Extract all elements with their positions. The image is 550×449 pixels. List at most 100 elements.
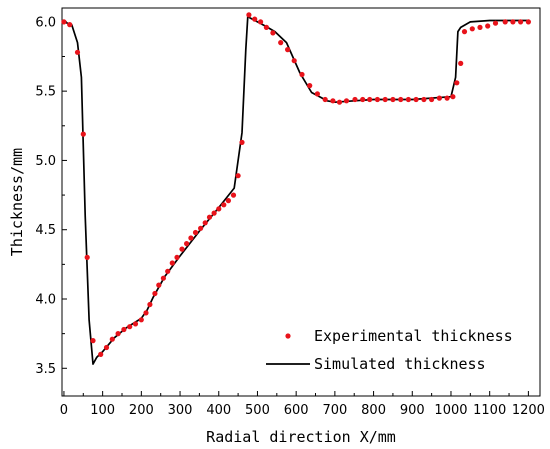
- experimental-point: [246, 12, 252, 18]
- simulated-thickness-line: [63, 15, 529, 365]
- experimental-point: [436, 95, 442, 101]
- y-axis: 3.5 4.0 4.5 5.0 5.5 6.0: [35, 15, 67, 377]
- experimental-point: [458, 60, 464, 66]
- experimental-point: [61, 19, 67, 25]
- x-tick-label: 1000: [434, 403, 467, 418]
- experimental-point: [291, 58, 297, 64]
- experimental-point: [198, 225, 204, 231]
- experimental-point: [518, 19, 524, 25]
- y-tick-label: 6.0: [35, 15, 56, 30]
- experimental-point: [67, 22, 73, 28]
- experimental-point: [174, 254, 180, 260]
- experimental-point: [165, 268, 171, 274]
- experimental-point: [115, 331, 121, 337]
- experimental-point: [184, 241, 190, 247]
- experimental-point: [103, 344, 110, 351]
- x-tick-label: 600: [284, 403, 309, 418]
- experimental-point: [211, 210, 217, 216]
- experimental-point: [492, 20, 499, 26]
- experimental-point: [80, 131, 86, 137]
- x-tick-label: 1200: [512, 403, 545, 418]
- experimental-point: [109, 336, 115, 342]
- x-tick-label: 400: [206, 403, 231, 418]
- experimental-point: [278, 40, 284, 46]
- experimental-point: [90, 338, 96, 344]
- y-tick-label: 5.5: [35, 85, 56, 100]
- experimental-point: [510, 19, 516, 25]
- experimental-point: [192, 229, 199, 236]
- experimental-point: [360, 96, 366, 103]
- experimental-point: [336, 99, 343, 105]
- experimental-point: [169, 260, 175, 266]
- experimental-point: [485, 23, 491, 29]
- experimental-point: [152, 290, 158, 297]
- legend: Experimental thickness Simulated thickne…: [266, 327, 513, 373]
- experimental-point: [469, 26, 475, 32]
- x-tick-label: 500: [245, 403, 270, 418]
- x-tick-label: 100: [90, 403, 115, 418]
- experimental-point: [307, 83, 313, 89]
- experimental-point: [398, 96, 404, 103]
- x-tick-label: 700: [322, 403, 347, 418]
- y-tick-label: 5.0: [35, 154, 56, 169]
- experimental-point: [258, 19, 264, 25]
- experimental-point: [216, 206, 222, 212]
- experimental-point: [421, 96, 427, 103]
- experimental-point: [127, 324, 133, 330]
- legend-marker-experimental: [285, 333, 291, 339]
- experimental-point: [450, 94, 456, 100]
- experimental-point: [477, 24, 483, 30]
- experimental-point: [179, 246, 185, 252]
- experimental-point: [429, 96, 435, 103]
- experimental-point: [263, 24, 269, 30]
- experimental-point: [390, 96, 396, 103]
- experimental-point: [206, 214, 213, 220]
- x-tick-label: 900: [400, 403, 425, 418]
- experimental-point: [413, 96, 419, 103]
- experimental-point: [330, 98, 336, 104]
- experimental-point: [202, 220, 208, 226]
- experimental-point: [121, 326, 127, 333]
- experimental-point: [352, 96, 358, 103]
- experimental-point: [374, 96, 380, 103]
- series-layer: [61, 12, 532, 365]
- experimental-point: [343, 98, 350, 104]
- plot-frame: [61, 7, 541, 397]
- x-tick-label: 1100: [473, 403, 506, 418]
- x-tick-label: 800: [361, 403, 386, 418]
- x-tick-label: 0: [60, 403, 68, 418]
- y-tick-label: 4.5: [35, 223, 56, 238]
- experimental-point: [461, 29, 468, 35]
- x-tick-label: 200: [129, 403, 154, 418]
- legend-label-experimental: Experimental thickness: [314, 327, 513, 345]
- experimental-point: [454, 80, 460, 86]
- experimental-point: [444, 95, 450, 101]
- experimental-point: [156, 282, 162, 288]
- experimental-point: [502, 19, 508, 25]
- legend-label-simulated: Simulated thickness: [314, 355, 486, 373]
- experimental-point: [382, 96, 388, 103]
- experimental-point: [235, 173, 241, 179]
- experimental-point: [322, 96, 328, 103]
- experimental-point: [188, 235, 194, 241]
- experimental-point: [314, 91, 320, 97]
- x-axis: 0 100 200 300 400 500 600 700 800 900 1000 1100 1200: [60, 391, 545, 418]
- experimental-point: [299, 71, 305, 78]
- experimental-point: [74, 49, 81, 55]
- experimental-point: [160, 275, 166, 281]
- experimental-point: [405, 96, 411, 103]
- experimental-point: [221, 202, 227, 208]
- y-axis-title: Thickness/mm: [8, 148, 26, 256]
- experimental-point: [525, 19, 532, 25]
- experimental-point: [143, 310, 149, 316]
- experimental-point: [285, 47, 291, 53]
- x-axis-title: Radial direction X/mm: [206, 428, 396, 446]
- experimental-point: [270, 30, 276, 36]
- x-tick-label: 300: [168, 403, 193, 418]
- experimental-point: [225, 198, 231, 204]
- experimental-point: [252, 16, 258, 22]
- experimental-point: [84, 254, 90, 260]
- experimental-point: [98, 351, 104, 357]
- experimental-point: [132, 321, 139, 327]
- experimental-point: [138, 317, 144, 323]
